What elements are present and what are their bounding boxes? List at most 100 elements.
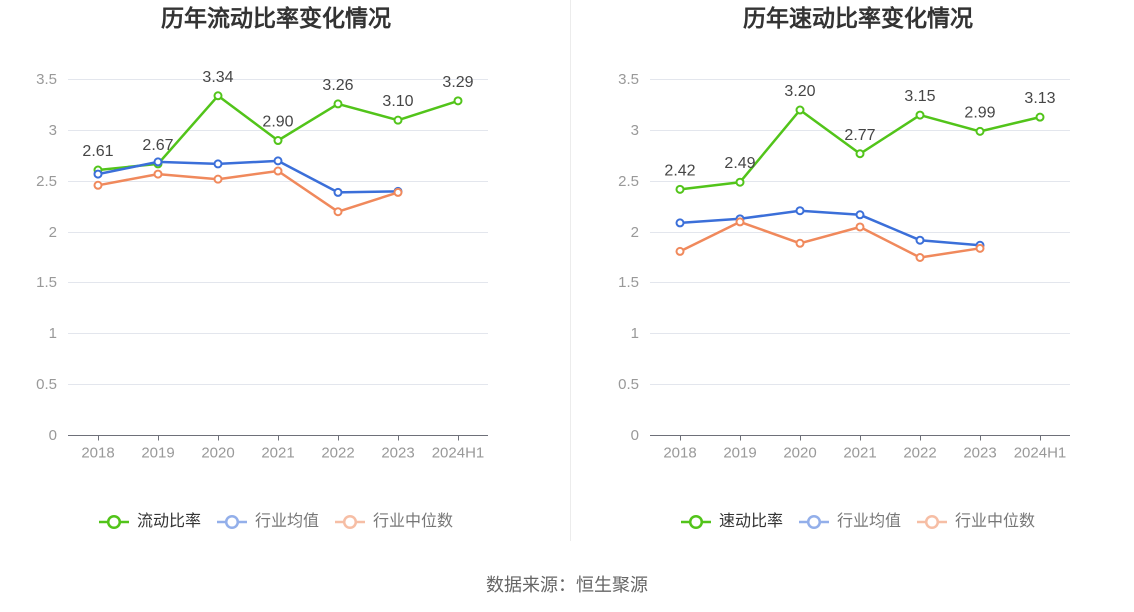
data-point[interactable] — [333, 99, 343, 109]
data-point[interactable] — [915, 110, 925, 120]
y-axis: 0 0.5 1 1.5 2 2.5 3 3.5 — [36, 71, 57, 444]
legend-item-2[interactable]: 行业均值 — [798, 511, 901, 533]
legend-item-1[interactable]: 速动比率 — [680, 511, 783, 533]
y-tick-label: 1.5 — [618, 274, 639, 291]
data-point[interactable] — [675, 184, 685, 194]
x-tick-label: 2024H1 — [1014, 445, 1067, 462]
y-tick-label: 1.5 — [36, 274, 57, 291]
x-tick-label: 2023 — [963, 445, 996, 462]
data-point[interactable] — [213, 159, 223, 169]
data-point[interactable] — [333, 187, 343, 197]
data-point[interactable] — [273, 156, 283, 166]
data-label: 3.34 — [202, 69, 233, 86]
data-point[interactable] — [915, 253, 925, 262]
data-point[interactable] — [93, 169, 103, 179]
series-layer — [675, 105, 1045, 262]
legend-item-2[interactable]: 行业均值 — [216, 511, 319, 533]
legend-marker — [224, 514, 240, 530]
legend: 速动比率 行业均值 行业中位数 — [582, 511, 1134, 533]
data-point[interactable] — [975, 243, 985, 253]
data-point[interactable] — [675, 218, 685, 228]
data-point[interactable] — [153, 157, 163, 167]
x-tick-label: 2018 — [663, 445, 696, 462]
data-point[interactable] — [735, 217, 745, 227]
legend-label: 速动比率 — [718, 513, 783, 530]
legend-label: 行业均值 — [254, 513, 319, 530]
data-point[interactable] — [855, 149, 865, 159]
data-label: 2.42 — [664, 162, 695, 179]
data-label: 2.90 — [262, 114, 293, 131]
data-point[interactable] — [213, 174, 223, 184]
data-point[interactable] — [735, 177, 745, 187]
data-label: 2.77 — [844, 127, 875, 144]
data-point[interactable] — [915, 235, 925, 245]
x-tick-label: 2018 — [81, 445, 114, 462]
x-tick-label: 2019 — [141, 445, 174, 462]
data-label: 3.15 — [904, 88, 935, 105]
data-point[interactable] — [333, 207, 343, 217]
y-tick-label: 3.5 — [36, 71, 57, 88]
panel-divider — [570, 0, 571, 541]
data-point[interactable] — [975, 126, 985, 136]
data-label: 2.99 — [964, 104, 995, 121]
data-source-footer: 数据来源：恒生聚源 — [486, 575, 648, 595]
data-point[interactable] — [393, 115, 403, 125]
legend: 流动比率 行业均值 行业中位数 — [0, 511, 552, 533]
legend-marker — [924, 514, 940, 530]
grid — [68, 79, 488, 385]
x-tick-label: 2022 — [321, 445, 354, 462]
legend-item-3[interactable]: 行业中位数 — [335, 511, 453, 533]
series-line — [97, 169, 399, 213]
chart-title: 历年速动比率变化情况 — [743, 5, 973, 31]
x-tick-label: 2023 — [381, 445, 414, 462]
y-tick-label: 2 — [631, 224, 639, 241]
x-tick-label: 2021 — [843, 445, 876, 462]
data-point[interactable] — [795, 206, 805, 216]
series-2 — [675, 206, 985, 250]
series-layer — [93, 91, 463, 217]
y-tick-label: 2 — [49, 224, 57, 241]
x-axis: 2018 2019 2020 2021 2022 2023 2024H1 — [68, 435, 488, 462]
legend-item-3[interactable]: 行业中位数 — [917, 511, 1035, 533]
data-point[interactable] — [153, 169, 163, 179]
data-point[interactable] — [273, 136, 283, 146]
data-label: 2.61 — [82, 143, 113, 160]
legend-marker — [688, 514, 704, 530]
data-point[interactable] — [795, 238, 805, 248]
y-tick-label: 3.5 — [618, 71, 639, 88]
data-point[interactable] — [855, 210, 865, 220]
data-point[interactable] — [93, 180, 103, 190]
data-point[interactable] — [213, 91, 223, 101]
legend-item-1[interactable]: 流动比率 — [98, 511, 201, 533]
x-tick-label: 2022 — [903, 445, 936, 462]
data-point[interactable] — [453, 96, 463, 106]
series-3 — [675, 217, 985, 262]
y-tick-label: 2.5 — [618, 173, 639, 190]
data-label: 2.49 — [724, 155, 755, 172]
grid — [650, 79, 1070, 385]
legend-line-marker-icon — [98, 514, 129, 530]
data-label: 2.67 — [142, 137, 173, 154]
series-line — [679, 220, 981, 259]
data-point[interactable] — [675, 246, 685, 256]
chart-plot: 0 0.5 1 1.5 2 2.5 3 3.5 2018 2019 2020 2021 2022 2023… — [618, 71, 1070, 462]
data-point[interactable] — [273, 166, 283, 176]
data-point[interactable] — [1035, 112, 1045, 122]
chart-plot: 0 0.5 1 1.5 2 2.5 3 3.5 2018 2019 2020 2021 2022 2023… — [36, 69, 488, 462]
legend-line-marker-icon — [798, 514, 829, 530]
legend-marker — [806, 514, 822, 530]
y-tick-label: 0.5 — [36, 376, 57, 393]
y-tick-label: 0.5 — [618, 376, 639, 393]
y-axis: 0 0.5 1 1.5 2 2.5 3 3.5 — [618, 71, 639, 444]
x-tick-label: 2020 — [201, 445, 234, 462]
series-line — [97, 159, 399, 194]
y-tick-label: 3 — [49, 122, 57, 139]
legend-label: 行业中位数 — [955, 513, 1036, 530]
legend-label: 行业均值 — [836, 513, 901, 530]
data-point[interactable] — [795, 105, 805, 115]
legend-line-marker-icon — [216, 514, 247, 530]
x-tick-label: 2019 — [723, 445, 756, 462]
data-point[interactable] — [393, 187, 403, 197]
data-point[interactable] — [855, 222, 865, 232]
current-ratio-chart: 历年流动比率变化情况 0 0.5 1 1.5 2 2.5 3 3.5 2018 2019 2020 2… — [0, 0, 552, 545]
